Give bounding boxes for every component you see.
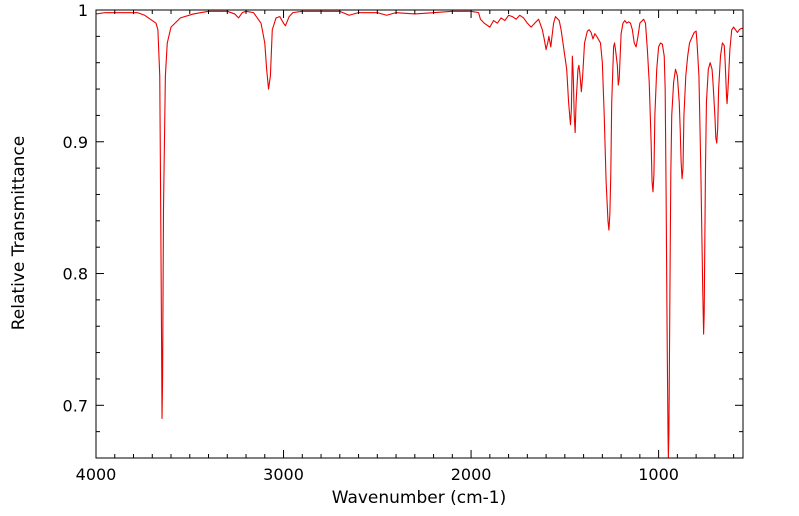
tick-labels: 4000 3000 2000 1000 1 0.9 0.8 0.7 — [63, 1, 679, 484]
y-tick-label: 0.8 — [63, 265, 88, 284]
y-tick-label: 1 — [78, 1, 88, 20]
y-axis-title: Relative Transmittance — [9, 136, 29, 331]
y-tick-label: 0.7 — [63, 396, 88, 415]
x-tick-label: 3000 — [263, 465, 304, 484]
x-tick-label: 1000 — [638, 465, 679, 484]
plot-area — [95, 9, 744, 459]
series-line-spectrum — [96, 10, 743, 458]
plot-frame — [95, 9, 744, 459]
x-axis-title: Wavenumber (cm-1) — [332, 488, 507, 508]
x-tick-label: 4000 — [76, 465, 117, 484]
y-tick-label: 0.9 — [63, 133, 88, 152]
axis-ticks — [95, 9, 743, 459]
x-tick-label: 2000 — [451, 465, 492, 484]
